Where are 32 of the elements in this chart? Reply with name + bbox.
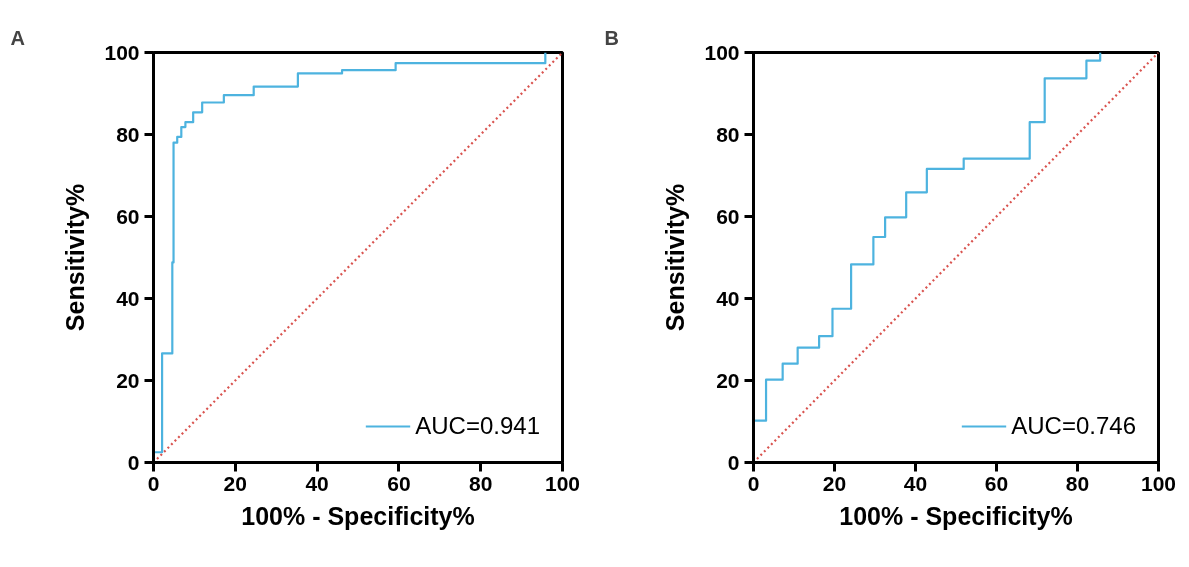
y-tick-label: 20 [116,368,140,392]
legend-label: AUC=0.941 [415,412,540,440]
y-tick-label: 60 [116,204,140,228]
x-tick-label: 80 [1065,471,1090,495]
legend-label: AUC=0.746 [1011,412,1136,440]
x-tick-label: 0 [147,471,160,495]
y-tick-label: 80 [716,122,740,146]
y-axis-title: Sensitivity% [61,183,90,332]
y-tick-label: 0 [727,450,740,474]
x-tick-label: 40 [305,471,329,495]
x-tick-label: 20 [822,471,847,495]
x-tick-label: 20 [223,471,247,495]
x-axis-title: 100% - Specificity% [241,501,475,530]
x-axis-title: 100% - Specificity% [839,501,1073,530]
y-tick-label: 60 [716,204,740,228]
y-tick-label: 80 [116,122,140,146]
x-tick-label: 0 [747,471,760,495]
chart-title: A [10,26,25,49]
x-tick-label: 100 [1140,471,1177,495]
y-tick-label: 20 [716,368,740,392]
y-axis-title: Sensitivity% [661,183,690,332]
x-tick-label: 100 [544,471,581,495]
y-tick-label: 40 [716,286,740,310]
y-tick-label: 100 [104,40,140,64]
y-tick-label: 0 [127,450,140,474]
x-tick-label: 80 [469,471,493,495]
y-tick-label: 100 [704,40,740,64]
x-tick-label: 40 [903,471,928,495]
chart-title: B [604,26,619,49]
y-tick-label: 40 [116,286,140,310]
x-tick-label: 60 [387,471,411,495]
x-tick-label: 60 [984,471,1009,495]
